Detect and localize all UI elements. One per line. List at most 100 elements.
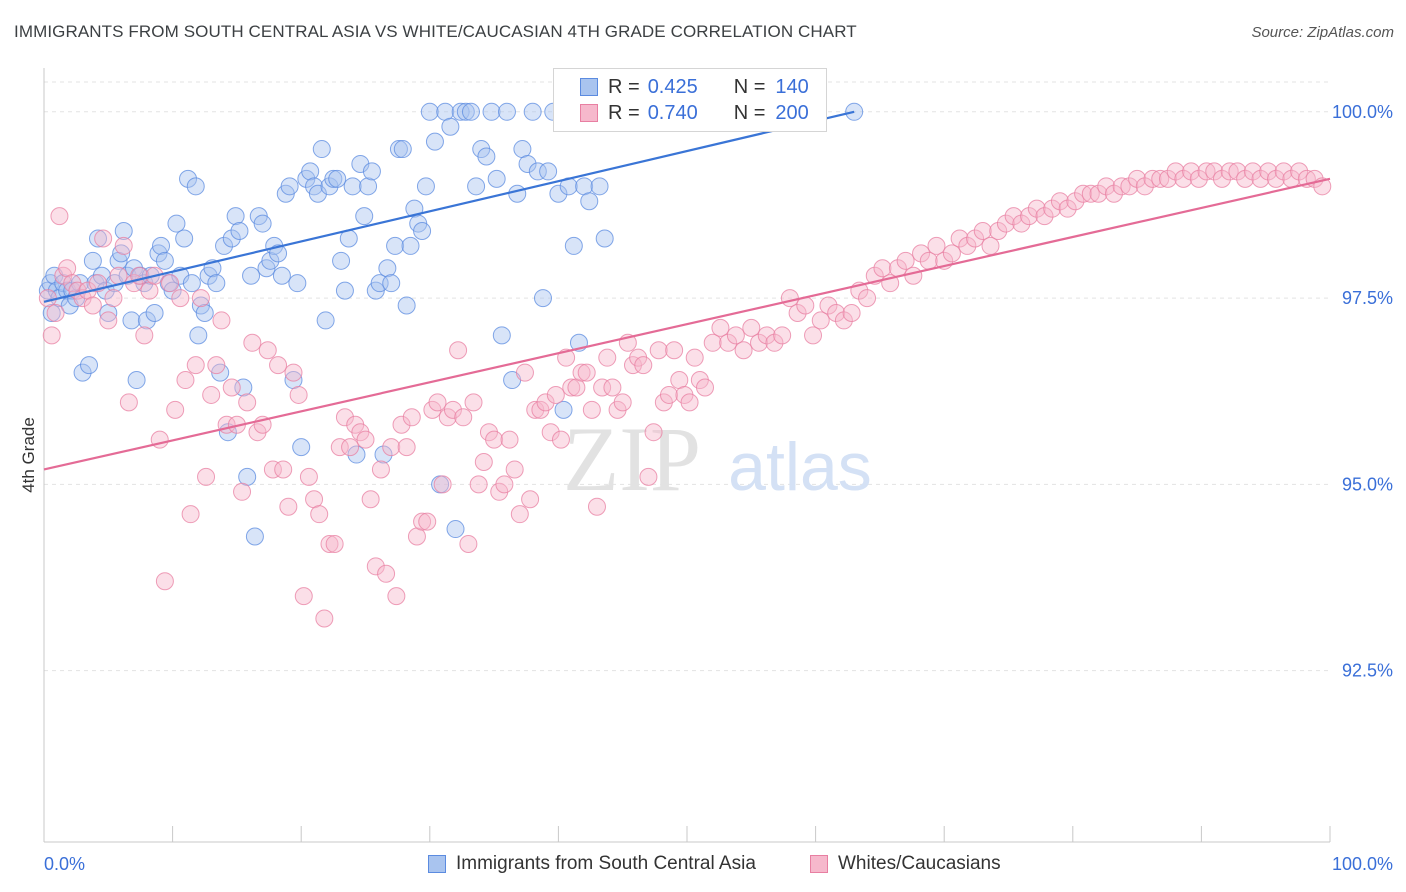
data-point-whites xyxy=(1197,162,1216,181)
data-point-immigrants xyxy=(272,266,291,285)
bottom-legend-immigrants: Immigrants from South Central Asia xyxy=(428,851,756,877)
data-point-whites xyxy=(526,400,545,419)
data-point-immigrants xyxy=(482,102,501,121)
data-point-immigrants xyxy=(245,527,264,546)
data-point-immigrants xyxy=(518,154,537,173)
data-point-whites xyxy=(858,289,877,308)
trend-line-whites xyxy=(43,177,1331,471)
x-tick-label: 0.0% xyxy=(44,854,85,874)
data-point-immigrants xyxy=(389,140,408,159)
data-point-immigrants xyxy=(137,311,156,330)
data-point-whites xyxy=(413,512,432,531)
data-point-whites xyxy=(515,363,534,382)
data-point-whites xyxy=(50,207,69,226)
trend-lines xyxy=(43,110,1331,471)
data-point-immigrants xyxy=(416,177,435,196)
legend-r-label: R = xyxy=(608,101,640,124)
data-point-whites xyxy=(243,333,262,352)
data-point-whites xyxy=(341,438,360,457)
data-point-whites xyxy=(521,490,540,509)
data-point-immigrants xyxy=(195,303,214,322)
data-point-whites xyxy=(1158,169,1177,188)
data-point-whites xyxy=(1104,184,1123,203)
data-point-whites xyxy=(1220,162,1239,181)
data-point-whites xyxy=(382,438,401,457)
data-point-whites xyxy=(454,408,473,427)
data-point-immigrants xyxy=(355,207,374,226)
data-point-whites xyxy=(1020,207,1039,226)
data-point-whites xyxy=(392,415,411,434)
trend-line-immigrants xyxy=(43,110,855,303)
legend-swatch-blue xyxy=(580,78,598,96)
data-point-whites xyxy=(1251,169,1270,188)
data-point-immigrants xyxy=(446,520,465,539)
data-point-immigrants xyxy=(595,229,614,248)
data-point-whites xyxy=(696,378,715,397)
data-point-whites xyxy=(1135,177,1154,196)
data-point-whites xyxy=(258,341,277,360)
data-point-immigrants xyxy=(269,244,288,263)
data-point-immigrants xyxy=(207,274,226,293)
data-point-whites xyxy=(109,266,128,285)
data-point-whites xyxy=(950,229,969,248)
data-point-immigrants xyxy=(149,244,168,263)
data-point-whites xyxy=(433,475,452,494)
data-point-whites xyxy=(161,274,180,293)
data-point-whites xyxy=(1143,169,1162,188)
data-point-whites xyxy=(397,438,416,457)
data-point-whites xyxy=(171,289,190,308)
y-tick-label: 92.5% xyxy=(1342,661,1393,681)
data-point-whites xyxy=(577,363,596,382)
data-point-immigrants xyxy=(230,222,249,241)
data-point-whites xyxy=(726,326,745,345)
data-point-whites xyxy=(1182,162,1201,181)
data-point-whites xyxy=(99,311,118,330)
data-point-immigrants xyxy=(539,162,558,181)
data-point-whites xyxy=(197,467,216,486)
data-point-whites xyxy=(1259,162,1278,181)
data-point-whites xyxy=(418,512,437,531)
data-point-whites xyxy=(757,326,776,345)
data-point-immigrants xyxy=(397,296,416,315)
data-point-immigrants xyxy=(89,229,108,248)
data-point-whites xyxy=(310,505,329,524)
data-point-whites xyxy=(719,333,738,352)
data-point-whites xyxy=(873,259,892,278)
data-point-whites xyxy=(263,460,282,479)
data-point-whites xyxy=(464,393,483,412)
data-point-whites xyxy=(593,378,612,397)
legend-n-value: 200 xyxy=(775,101,809,124)
data-point-immigrants xyxy=(393,140,412,159)
data-point-immigrants xyxy=(261,251,280,270)
data-point-whites xyxy=(780,289,799,308)
data-point-whites xyxy=(996,214,1015,233)
data-point-immigrants xyxy=(152,236,171,255)
data-point-whites xyxy=(680,393,699,412)
data-point-whites xyxy=(1243,162,1262,181)
data-point-whites xyxy=(94,229,113,248)
data-point-whites xyxy=(1266,169,1285,188)
data-point-whites xyxy=(896,251,915,270)
data-point-immigrants xyxy=(71,274,90,293)
data-point-whites xyxy=(598,348,617,367)
data-point-whites xyxy=(449,341,468,360)
data-point-immigrants xyxy=(461,102,480,121)
data-point-immigrants xyxy=(378,259,397,278)
data-point-immigrants xyxy=(155,251,174,270)
y-tick-label: 95.0% xyxy=(1342,474,1393,494)
data-point-whites xyxy=(659,385,678,404)
data-point-whites xyxy=(233,482,252,501)
data-point-immigrants xyxy=(112,244,131,263)
watermark: ZIP atlas xyxy=(563,408,872,510)
data-point-immigrants xyxy=(328,169,347,188)
series-immigrants-points xyxy=(38,102,864,546)
data-point-whites xyxy=(119,393,138,412)
bottom-legend-swatch-pink xyxy=(810,855,828,873)
data-point-whites xyxy=(1027,199,1046,218)
data-point-whites xyxy=(83,296,102,315)
data-point-whites xyxy=(1004,207,1023,226)
correlation-legend: R = 0.425 N = 140 R = 0.740 N = 200 xyxy=(553,68,827,132)
data-point-whites xyxy=(1189,169,1208,188)
bottom-legend-label: Immigrants from South Central Asia xyxy=(456,853,756,874)
data-point-whites xyxy=(711,318,730,337)
